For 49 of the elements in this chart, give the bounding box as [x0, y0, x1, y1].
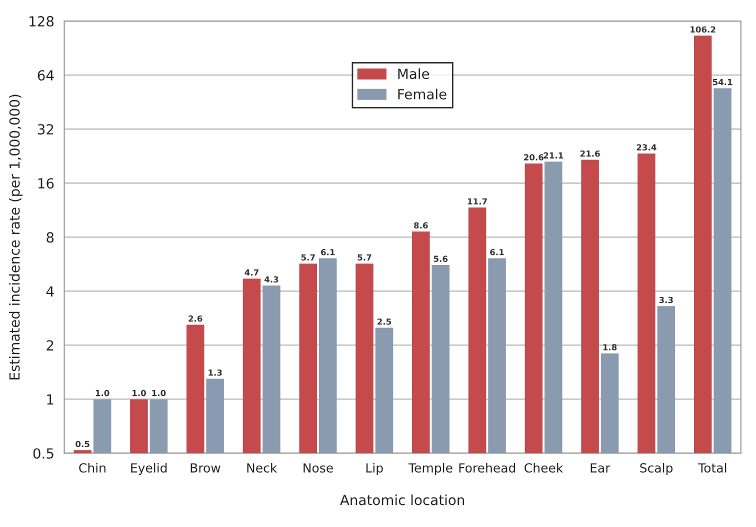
- data-label: 1.0: [132, 390, 146, 396]
- data-label: 5.7: [301, 254, 315, 261]
- data-label: 106.2: [690, 26, 716, 33]
- data-label: 4.3: [264, 276, 278, 283]
- data-label: 20.6: [524, 154, 544, 160]
- x-tick-label: Brow: [190, 463, 220, 473]
- data-label: 3.3: [659, 296, 673, 304]
- x-tick-label: Lip: [366, 462, 383, 476]
- x-axis-title: Anatomic location: [340, 494, 464, 506]
- x-tick-label: Ear: [590, 463, 610, 473]
- y-tick-label: 128: [30, 16, 54, 27]
- y-tick-label: 8: [46, 232, 54, 243]
- data-label: 1.0: [152, 390, 166, 396]
- x-tick-label: Eyelid: [131, 462, 167, 476]
- y-tick-label: 64: [38, 70, 54, 81]
- data-label: 1.3: [208, 369, 222, 376]
- x-tick-label: Total: [698, 462, 726, 473]
- data-label: 11.7: [468, 198, 487, 204]
- x-tick-label: Scalp: [640, 462, 673, 476]
- data-label: 0.5: [76, 440, 90, 448]
- y-tick-label: 4: [46, 286, 54, 296]
- y-tick-label: 16: [38, 178, 54, 189]
- y-tick-label: 1: [47, 394, 54, 404]
- data-label: 54.1: [712, 78, 732, 86]
- data-label: 2.6: [188, 315, 202, 322]
- x-tick-label: Nose: [304, 463, 333, 473]
- legend-label: Male: [398, 68, 430, 80]
- data-label: 1.8: [603, 344, 617, 350]
- data-label: 23.4: [636, 144, 656, 151]
- y-axis-title: Estimated incidence rate (per 1,000,000): [9, 94, 22, 380]
- y-tick-label: 32: [38, 124, 54, 135]
- data-label: 4.7: [244, 269, 258, 276]
- y-tick-label: 2: [46, 340, 54, 350]
- data-label: 21.1: [544, 152, 564, 158]
- x-tick-label: Neck: [247, 462, 278, 473]
- y-tick-label: 0.5: [33, 448, 54, 459]
- data-label: 6.1: [320, 248, 335, 256]
- data-label: 21.6: [580, 150, 600, 157]
- data-label: 8.6: [414, 222, 428, 229]
- x-tick-label: Chin: [79, 462, 106, 473]
- x-tick-label: Cheek: [524, 462, 564, 473]
- data-label: 2.5: [378, 318, 392, 325]
- x-tick-label: Temple: [408, 462, 452, 476]
- data-label: 1.0: [96, 390, 110, 396]
- data-label: 5.7: [358, 254, 372, 261]
- legend-label: Female: [398, 88, 446, 100]
- data-label: 6.1: [490, 248, 504, 256]
- x-tick-label: Forehead: [459, 462, 516, 473]
- data-label: 5.6: [434, 256, 448, 262]
